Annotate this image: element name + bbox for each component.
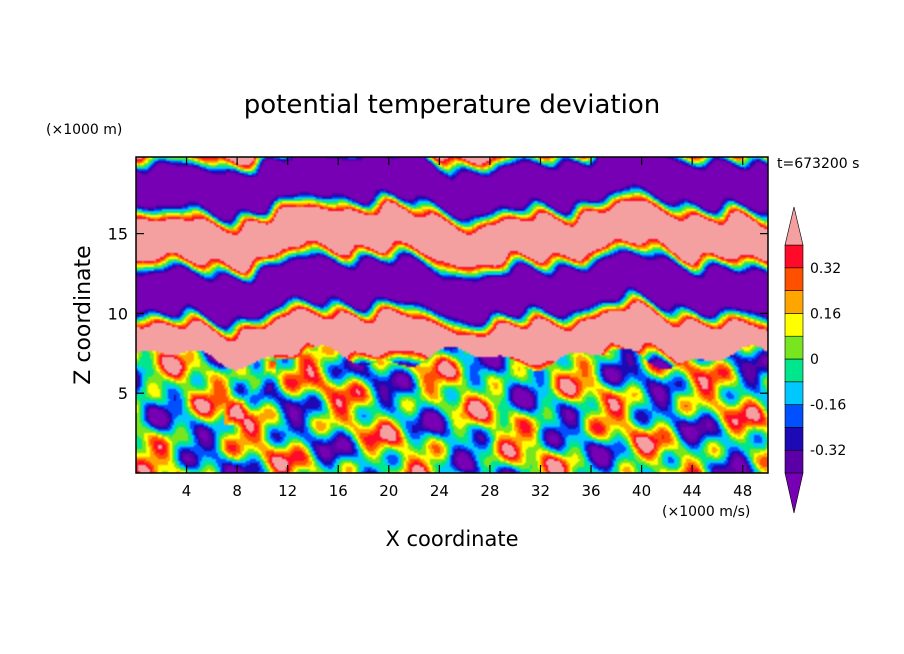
colorbar-segment [784,358,804,383]
colorbar-tick-label: -0.32 [810,443,846,459]
x-axis: 4 8 12 16 20 24 28 32 36 40 44 48 [182,157,752,500]
colorbar-segment [784,244,804,269]
y-tick-label: 5 [118,384,128,403]
colorbar-tick-label: -0.16 [810,398,846,414]
x-tick-label: 44 [683,482,702,500]
heatmap-field [136,157,768,473]
colorbar-segment [784,381,804,405]
heatmap-image [136,157,768,473]
x-tick-label: 8 [232,482,242,500]
x-tick-label: 32 [531,482,550,500]
colorbar-tick-label: 0 [810,352,819,368]
x-tick-label: 48 [733,482,752,500]
colorbar-tick-label: 0.32 [810,261,841,277]
colorbar-segment [784,449,804,474]
y-axis: 5 10 15 [108,225,768,403]
colorbar-segment [784,290,804,314]
plot-frame [135,156,769,474]
y-tick-label: 15 [108,225,128,244]
chart-title: potential temperature deviation [244,90,660,120]
x-tick-label: 28 [480,482,499,500]
colorbar: 0.32 0.16 0 -0.16 -0.32 [784,206,846,514]
colorbar-segment [784,427,804,451]
colorbar-tick-label: 0.16 [810,306,841,322]
x-tick-label: 16 [329,482,348,500]
y-tick-label: 10 [108,304,128,323]
x-tick-label: 4 [182,482,192,500]
time-label: t=673200 s [777,156,859,172]
colorbar-segment [784,335,804,360]
x-tick-label: 24 [430,482,449,500]
x-axis-label: X coordinate [385,527,518,551]
x-unit-label: (×1000 m/s) [662,504,750,520]
y-axis-label: Z coordinate [71,245,96,384]
y-unit-label: (×1000 m) [46,122,122,138]
colorbar-segment [784,267,804,291]
x-tick-label: 40 [632,482,651,500]
colorbar-over-arrow [784,206,804,246]
colorbar-under-arrow [784,472,804,514]
x-tick-label: 36 [581,482,600,500]
colorbar-segment [784,313,804,337]
x-tick-label: 12 [278,482,297,500]
colorbar-segment [784,404,804,428]
x-tick-label: 20 [379,482,398,500]
